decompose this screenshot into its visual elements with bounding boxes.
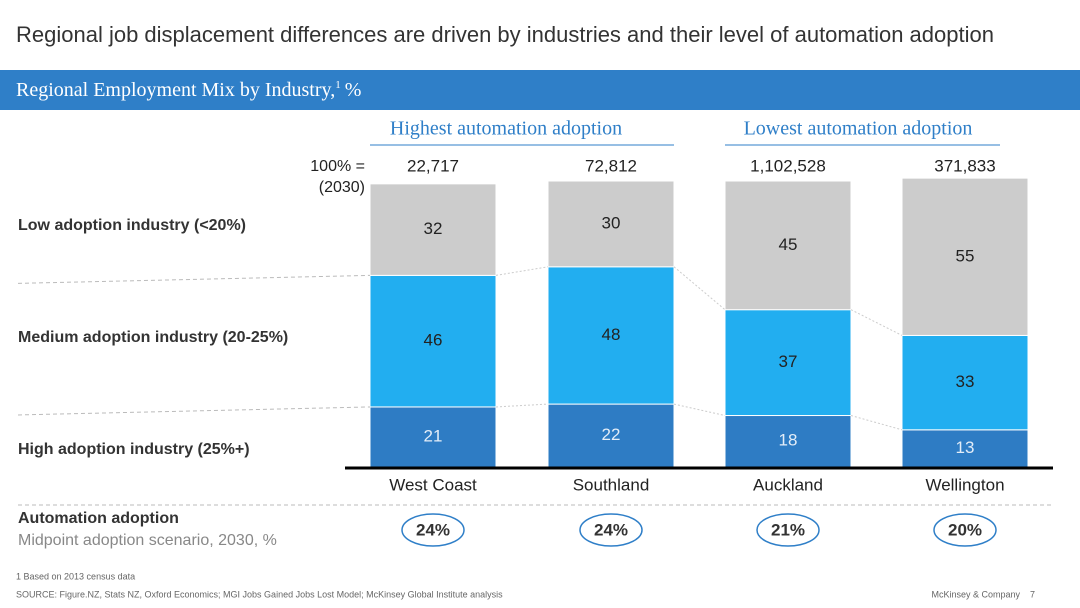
group-label: Lowest automation adoption — [744, 118, 973, 140]
adoption-title: Automation adoption — [18, 510, 179, 527]
bar-segment — [901, 177, 1029, 336]
row-divider — [17, 274, 371, 284]
segment-label: 21 — [424, 426, 443, 445]
category-label: Southland — [573, 475, 650, 494]
segment-label: 33 — [956, 372, 975, 391]
segment-label: 13 — [956, 438, 975, 457]
adoption-label: 20% — [948, 520, 982, 539]
bar-segment — [547, 180, 675, 268]
footnote: 1 Based on 2013 census data — [16, 571, 135, 581]
connector — [850, 415, 903, 431]
segment-label: 32 — [424, 219, 443, 238]
row-label: High adoption industry (25%+) — [18, 441, 250, 458]
connector — [850, 309, 903, 336]
segment-label: 37 — [779, 352, 798, 371]
brand: McKinsey & Company — [931, 589, 1020, 599]
adoption-label: 24% — [594, 520, 628, 539]
subtitle-unit: % — [345, 79, 362, 101]
bar-segment — [547, 403, 675, 468]
total-value: 72,812 — [585, 156, 637, 175]
bar-segment — [901, 429, 1029, 468]
slide-title: Regional job displacement differences ar… — [16, 22, 994, 47]
row-label: Low adoption industry (<20%) — [18, 217, 246, 234]
segment-label: 30 — [602, 213, 621, 232]
subtitle-note: 1 — [335, 79, 341, 91]
segment-label: 46 — [424, 331, 443, 350]
subtitle-text: Regional Employment Mix by Industry, — [16, 79, 335, 101]
segment-label: 45 — [779, 235, 798, 254]
adoption-label: 21% — [771, 520, 805, 539]
source: SOURCE: Figure.NZ, Stats NZ, Oxford Econ… — [16, 589, 503, 599]
total-value: 22,717 — [407, 156, 459, 175]
bar-segment — [724, 415, 852, 468]
connector — [673, 266, 726, 311]
total-label: 100% = — [310, 158, 365, 175]
total-year: (2030) — [319, 179, 365, 196]
segment-label: 22 — [602, 425, 621, 444]
bar-segment — [369, 183, 497, 276]
adoption-subtitle: Midpoint adoption scenario, 2030, % — [18, 532, 277, 549]
category-label: Auckland — [753, 475, 823, 494]
adoption-badge — [756, 513, 820, 547]
row-label: Medium adoption industry (20-25%) — [18, 329, 288, 346]
bar-segment — [901, 334, 1029, 431]
total-value: 1,102,528 — [750, 156, 826, 175]
category-label: Wellington — [925, 475, 1004, 494]
total-value: 371,833 — [934, 156, 995, 175]
bar-segment — [724, 180, 852, 311]
group-label: Highest automation adoption — [390, 118, 622, 140]
segment-label: 55 — [956, 246, 975, 265]
category-label: West Coast — [389, 475, 477, 494]
adoption-badge — [933, 513, 997, 547]
bar-segment — [369, 406, 497, 468]
segment-label: 48 — [602, 325, 621, 344]
subtitle-band — [0, 70, 1080, 110]
adoption-badge — [401, 513, 465, 547]
bar-segment — [369, 274, 497, 408]
connector — [495, 266, 549, 276]
subtitle: Regional Employment Mix by Industry,1% — [16, 79, 361, 101]
connector — [495, 403, 549, 408]
bar-segment — [724, 309, 852, 417]
connector — [673, 403, 726, 417]
segment-label: 18 — [779, 431, 798, 450]
row-divider — [17, 406, 371, 416]
page-number: 7 — [1030, 589, 1035, 599]
bar-segment — [547, 266, 675, 405]
adoption-label: 24% — [416, 520, 450, 539]
adoption-badge — [579, 513, 643, 547]
